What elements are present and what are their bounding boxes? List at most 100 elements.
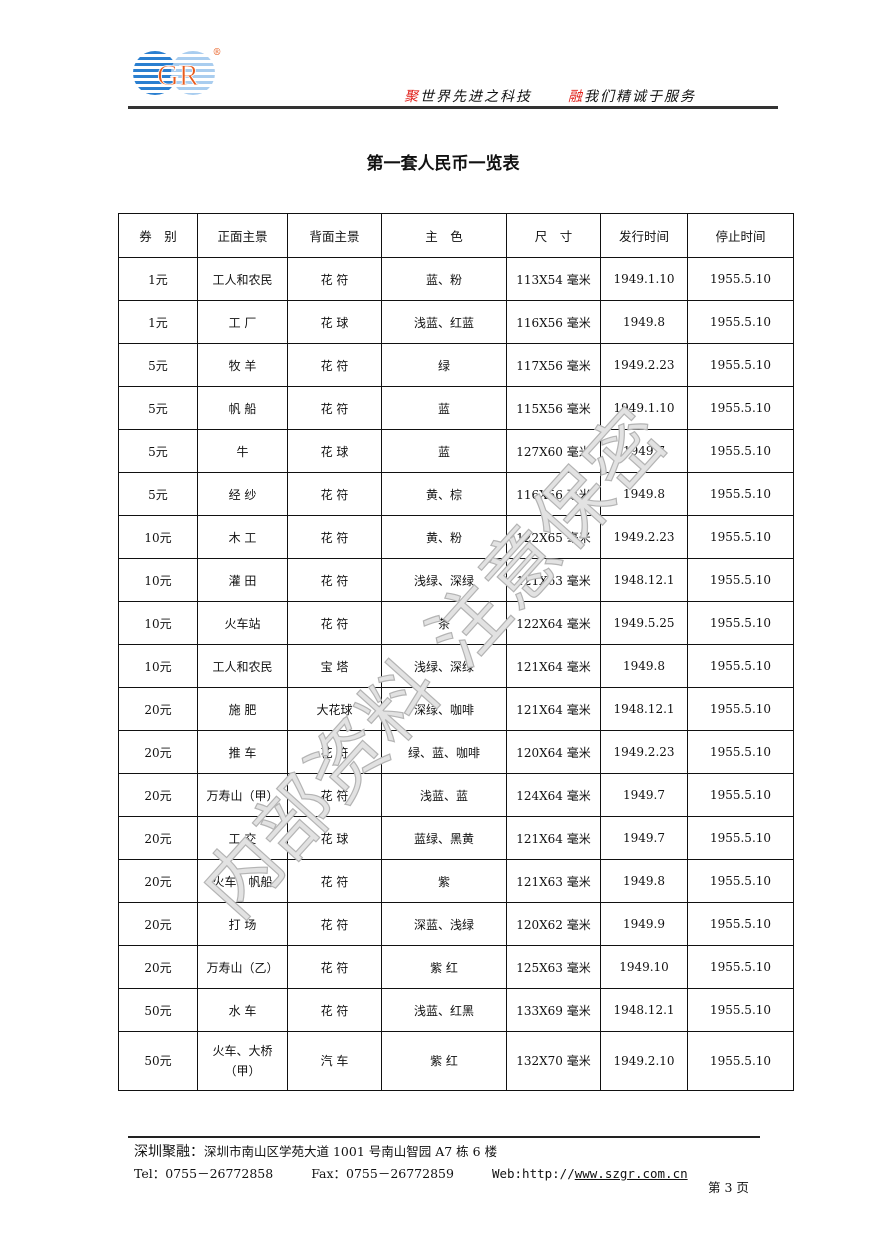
- table-cell: 1955.5.10: [687, 902, 794, 946]
- table-row: 10元灌 田花 符浅绿、深绿 121X63 毫米 1948.12.1 1955.5.1…: [118, 558, 794, 602]
- table-cell: 紫: [381, 859, 507, 903]
- table-cell: 宝 塔: [287, 644, 382, 688]
- table-cell: 10元: [118, 558, 198, 602]
- table-cell: 5元: [118, 386, 198, 430]
- slogan: 聚世界先进之科技 融我们精诚于服务: [404, 86, 696, 106]
- table-cell: 133X69 毫米: [506, 988, 601, 1032]
- table-cell: 木 工: [197, 515, 288, 559]
- table-cell: 1949.8: [600, 300, 688, 344]
- table-cell: 1955.5.10: [687, 1031, 794, 1091]
- table-cell: 1949.2.23: [600, 515, 688, 559]
- table-cell: 经 纱: [197, 472, 288, 516]
- column-header: 主 色: [381, 213, 507, 258]
- table-cell: 20元: [118, 816, 198, 860]
- table-cell: 1949.8: [600, 644, 688, 688]
- table-row: 20元打 场花 符深蓝、浅绿 120X62 毫米 1949.9 1955.5.10: [118, 902, 794, 946]
- table-cell: 1949.7: [600, 773, 688, 817]
- table-cell: 20元: [118, 902, 198, 946]
- table-cell: 蓝: [381, 386, 507, 430]
- column-header: 正面主景: [197, 213, 288, 258]
- table-cell: 121X64 毫米: [506, 816, 601, 860]
- table-cell: 20元: [118, 859, 198, 903]
- table-cell: 1949.2.10: [600, 1031, 688, 1091]
- table-cell: 1955.5.10: [687, 730, 794, 774]
- table-cell: 116X56 毫米: [506, 472, 601, 516]
- table-cell: 1949.5.25: [600, 601, 688, 645]
- table-cell: 1955.5.10: [687, 515, 794, 559]
- table-cell: 火车、帆船: [197, 859, 288, 903]
- table-row: 20元 万寿山（甲）花 符浅蓝、蓝 124X64 毫米 1949.7 1955.5.10: [118, 773, 794, 817]
- table-cell: 火车、大桥（甲）: [197, 1031, 288, 1091]
- table-cell: 花 球: [287, 816, 382, 860]
- table-cell: 万寿山（乙）: [197, 945, 288, 989]
- table-cell: 花 球: [287, 429, 382, 473]
- table-cell: 工 交: [197, 816, 288, 860]
- table-cell: 蓝绿、黑黄: [381, 816, 507, 860]
- table-cell: 1955.5.10: [687, 472, 794, 516]
- footer-tel: Tel：0755－26772858: [134, 1166, 274, 1181]
- table-cell: 1955.5.10: [687, 343, 794, 387]
- table-cell: 黄、粉: [381, 515, 507, 559]
- column-header: 发行时间: [600, 213, 688, 258]
- table-cell: 122X65 毫米: [506, 515, 601, 559]
- table-cell: 5元: [118, 429, 198, 473]
- table-cell: 121X63 毫米: [506, 859, 601, 903]
- table-cell: 花 符: [287, 945, 382, 989]
- table-row: 20元 火车、帆船花 符紫 121X63 毫米 1949.8 1955.5.10: [118, 859, 794, 903]
- table-cell: 1元: [118, 300, 198, 344]
- table-cell: 推 车: [197, 730, 288, 774]
- table-row: 20元施 肥大花球 深绿、咖啡 121X64 毫米 1948.12.1 1955.5.1…: [118, 687, 794, 731]
- table-cell: 1955.5.10: [687, 988, 794, 1032]
- table-cell: 125X63 毫米: [506, 945, 601, 989]
- table-cell: 浅蓝、红黑: [381, 988, 507, 1032]
- table-cell: 50元: [118, 1031, 198, 1091]
- table-cell: 1955.5.10: [687, 945, 794, 989]
- table-cell: 1955.5.10: [687, 816, 794, 860]
- gr-logo: GR ®: [133, 48, 222, 95]
- header-divider: [128, 106, 778, 109]
- table-cell: 浅绿、深绿: [381, 644, 507, 688]
- table-cell: 1949.2.23: [600, 343, 688, 387]
- table-cell: 1955.5.10: [687, 300, 794, 344]
- table-cell: 花 符: [287, 386, 382, 430]
- table-cell: 汽 车: [287, 1031, 382, 1091]
- table-cell: 10元: [118, 601, 198, 645]
- slogan-left: 世界先进之科技: [420, 89, 532, 105]
- footer-contact-line: Tel：0755－26772858 Fax：0755－26772859 Web:…: [134, 1163, 688, 1182]
- table-cell: 50元: [118, 988, 198, 1032]
- table-cell: 1949.8: [600, 472, 688, 516]
- table-cell: 1955.5.10: [687, 687, 794, 731]
- table-cell: 1949.10: [600, 945, 688, 989]
- table-row: 10元木 工花 符黄、粉 122X65 毫米 1949.2.23 1955.5.10: [118, 515, 794, 559]
- table-cell: 20元: [118, 773, 198, 817]
- table-cell: 打 场: [197, 902, 288, 946]
- footer-web-link[interactable]: www.szgr.com.cn: [574, 1166, 688, 1181]
- table-cell: 花 符: [287, 773, 382, 817]
- table-cell: 花 符: [287, 472, 382, 516]
- table-cell: 花 符: [287, 730, 382, 774]
- table-cell: 花 符: [287, 257, 382, 301]
- table-cell: 绿、蓝、咖啡: [381, 730, 507, 774]
- column-header: 背面主景: [287, 213, 382, 258]
- table-cell: 工人和农民: [197, 257, 288, 301]
- table-cell: 116X56 毫米: [506, 300, 601, 344]
- slogan-right: 我们精诚于服务: [584, 89, 696, 105]
- table-row: 20元推 车花 符绿、蓝、咖啡 120X64 毫米 1949.2.23 1955.5.…: [118, 730, 794, 774]
- table-cell: 牛: [197, 429, 288, 473]
- table-cell: 127X60 毫米: [506, 429, 601, 473]
- table-cell: 113X54 毫米: [506, 257, 601, 301]
- table-cell: 1949.8: [600, 859, 688, 903]
- table-row: 5元经 纱花 符黄、棕 116X56 毫米 1949.8 1955.5.10: [118, 472, 794, 516]
- slogan-accent-right: 融: [568, 89, 584, 105]
- table-cell: 万寿山（甲）: [197, 773, 288, 817]
- footer-company: 深圳聚融：: [134, 1144, 204, 1160]
- page-number: 第 3 页: [708, 1180, 749, 1195]
- table-cell: 花 符: [287, 859, 382, 903]
- table-row: 5元牛花 球蓝 127X60 毫米 1949.7 1955.5.10: [118, 429, 794, 473]
- table-cell: 1948.12.1: [600, 558, 688, 602]
- table-row: 5元帆 船花 符蓝 115X56 毫米 1949.1.10 1955.5.10: [118, 386, 794, 430]
- page-title: 第一套人民币一览表: [366, 154, 520, 174]
- table-cell: 花 球: [287, 300, 382, 344]
- table-cell: 花 符: [287, 558, 382, 602]
- footer-divider: [128, 1136, 760, 1138]
